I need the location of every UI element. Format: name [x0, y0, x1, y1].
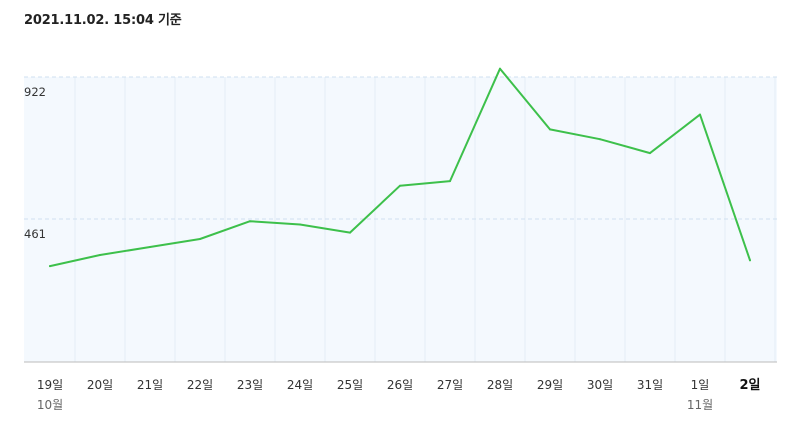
- x-tick-label: 23일: [237, 378, 263, 392]
- y-axis-labels: 461 922: [24, 85, 46, 241]
- data-point: [149, 246, 151, 248]
- x-tick-label: 25일: [337, 378, 363, 392]
- data-point: [249, 220, 251, 223]
- data-point: [499, 67, 501, 70]
- month-labels: 10월 11월: [37, 398, 713, 412]
- x-tick-label: 1일: [691, 378, 710, 392]
- timestamp-label: 2021.11.02. 15:04 기준: [24, 13, 182, 28]
- data-point: [399, 184, 401, 187]
- y-tick-label: 922: [24, 85, 46, 99]
- data-point: [649, 152, 651, 155]
- data-point: [749, 259, 751, 262]
- data-point: [449, 180, 451, 183]
- data-point: [549, 128, 551, 131]
- data-point: [199, 238, 201, 240]
- data-point: [49, 265, 51, 268]
- x-tick-label: 24일: [287, 378, 313, 392]
- data-point: [699, 113, 701, 116]
- month-label: 10월: [37, 398, 63, 412]
- x-tick-label: 28일: [487, 378, 513, 392]
- data-point: [349, 231, 351, 234]
- x-axis-labels: 19일 20일 21일 22일 23일 24일 25일 26일 27일 28일 29일 30일 31일 1…: [37, 378, 761, 393]
- x-tick-label: 21일: [137, 378, 163, 392]
- data-point: [99, 254, 101, 256]
- x-tick-label: 26일: [387, 378, 413, 392]
- x-tick-label: 2일: [739, 378, 760, 393]
- x-tick-label: 27일: [437, 378, 463, 392]
- data-points: [49, 67, 751, 268]
- x-tick-label: 19일: [37, 378, 63, 392]
- y-tick-label: 461: [24, 227, 46, 241]
- x-tick-label: 31일: [637, 378, 663, 392]
- x-tick-label: 22일: [187, 378, 213, 392]
- data-point: [299, 223, 301, 226]
- data-point: [599, 138, 601, 141]
- x-tick-label: 20일: [87, 378, 113, 392]
- month-label: 11월: [687, 398, 713, 412]
- x-tick-label: 29일: [537, 378, 563, 392]
- plot-area: [24, 77, 777, 362]
- x-tick-label: 30일: [587, 378, 613, 392]
